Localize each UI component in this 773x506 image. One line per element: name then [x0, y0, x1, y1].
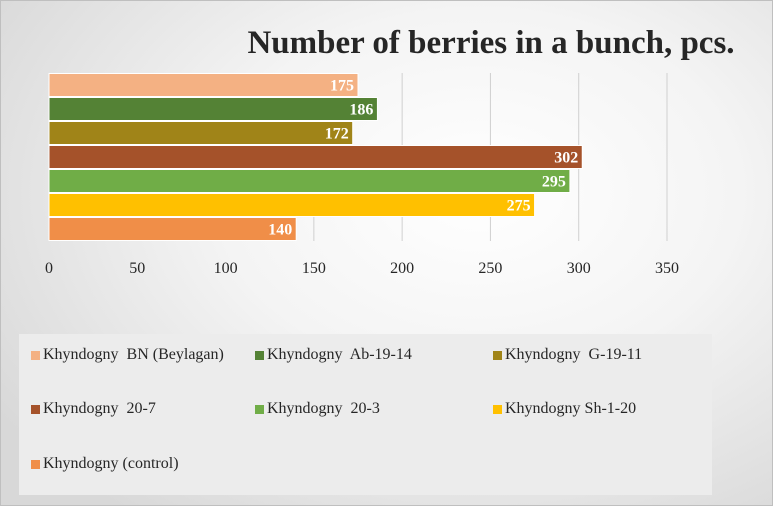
x-tick-label: 200: [390, 260, 414, 277]
legend-item-0: Khyndogny BN (Beylagan): [31, 346, 224, 364]
bar-6: [48, 217, 297, 241]
chart-title: Number of berries in a bunch, pcs.: [247, 25, 734, 61]
data-label-1: 186: [349, 102, 373, 119]
legend-label: Khyndogny (control): [43, 455, 179, 472]
bar-5: [48, 193, 536, 217]
data-label-4: 295: [542, 174, 566, 191]
legend-label: Khyndogny Sh-1-20: [505, 400, 637, 417]
legend-swatch: [493, 350, 502, 360]
data-label-6: 140: [268, 222, 292, 239]
legend-swatch: [31, 459, 40, 469]
x-tick-label: 350: [655, 260, 679, 277]
legend-item-5: Khyndogny Sh-1-20: [493, 400, 636, 418]
legend: Khyndogny BN (Beylagan) Khyndogny Ab-19-1…: [19, 334, 712, 495]
bar-4: [48, 169, 571, 193]
x-tick-label: 150: [302, 260, 326, 277]
legend-item-2: Khyndogny G-19-11: [493, 346, 642, 364]
data-label-5: 275: [507, 198, 531, 215]
legend-swatch: [255, 404, 264, 414]
bar-2: [48, 121, 354, 145]
legend-swatch: [31, 404, 40, 414]
x-tick-label: 0: [45, 260, 53, 277]
bar-3: [48, 145, 583, 169]
bar-1: [48, 97, 378, 121]
legend-swatch: [493, 404, 502, 414]
legend-swatch: [255, 350, 264, 360]
legend-item-3: Khyndogny 20-7: [31, 400, 156, 418]
legend-label: Khyndogny BN (Beylagan): [43, 346, 224, 363]
data-label-3: 302: [554, 150, 578, 167]
x-tick-label: 250: [478, 260, 502, 277]
legend-item-4: Khyndogny 20-3: [255, 400, 380, 418]
data-label-0: 175: [330, 78, 354, 95]
legend-item-1: Khyndogny Ab-19-14: [255, 346, 412, 364]
x-tick-label: 100: [214, 260, 238, 277]
legend-label: Khyndogny 20-7: [43, 400, 156, 417]
legend-swatch: [31, 350, 40, 360]
bar-0: [48, 73, 359, 97]
legend-label: Khyndogny 20-3: [267, 400, 380, 417]
legend-label: Khyndogny Ab-19-14: [267, 346, 412, 363]
x-tick-label: 50: [129, 260, 145, 277]
legend-item-6: Khyndogny (control): [31, 455, 179, 473]
data-label-2: 172: [325, 126, 349, 143]
legend-label: Khyndogny G-19-11: [505, 346, 643, 363]
x-tick-label: 300: [567, 260, 591, 277]
